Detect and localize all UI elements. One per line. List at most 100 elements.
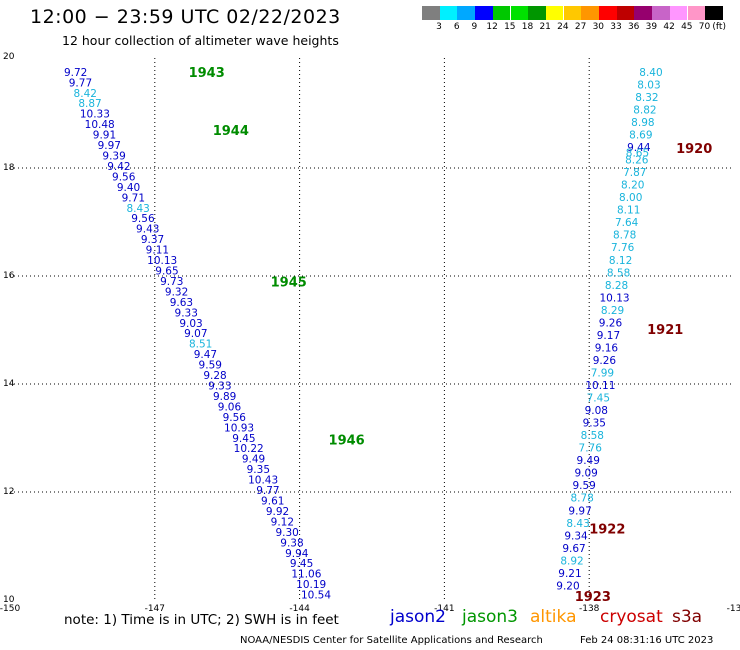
wave-height-value: 8.32: [635, 92, 658, 104]
wave-height-value: 9.33: [175, 307, 198, 319]
wave-height-value: 9.34: [564, 530, 588, 542]
wave-height-value: 9.26: [593, 355, 617, 367]
wave-height-value: 8.20: [621, 180, 644, 192]
color-scale-label: 30: [592, 22, 605, 32]
wave-height-value: 9.32: [165, 286, 188, 298]
wave-height-value: 9.35: [247, 464, 270, 476]
wave-height-value: 9.28: [203, 370, 226, 382]
wave-height-value: 9.06: [218, 401, 242, 413]
latitude-tick-label: 14: [3, 379, 15, 389]
wave-height-value: 10.54: [301, 590, 331, 602]
color-scale-label: 42: [663, 22, 675, 32]
wave-height-value: 9.45: [232, 433, 255, 445]
wave-height-value: 9.63: [170, 297, 193, 309]
satellite-legend-altika: altika: [530, 607, 577, 627]
wave-height-value: 9.35: [583, 418, 606, 430]
wave-height-value: 9.08: [585, 405, 608, 417]
wave-height-points: 9.729.778.428.8710.3310.489.919.979.399.…: [64, 67, 663, 602]
satellite-legend-jason3: jason3: [462, 607, 518, 627]
longitude-tick-label: -144: [289, 604, 310, 614]
wave-height-value: 7.87: [623, 167, 646, 179]
map-subtitle: 12 hour collection of altimeter wave hei…: [62, 33, 339, 48]
satellite-legend-s3a: s3a: [672, 607, 703, 627]
wave-height-value: 8.43: [566, 518, 589, 530]
wave-height-value: 9.12: [271, 516, 294, 528]
wave-height-value: 9.97: [98, 140, 121, 152]
satellite-legend-jason2: jason2: [390, 607, 446, 627]
pass-time-label: 1922: [589, 523, 625, 538]
wave-height-value: 8.58: [607, 267, 630, 279]
color-swatch: [439, 6, 458, 20]
wave-height-value: 8.29: [601, 305, 624, 317]
color-swatch: [652, 6, 670, 20]
wave-height-value: 8.92: [560, 555, 583, 567]
wave-height-value: 10.11: [585, 380, 615, 392]
pass-time-label: 1920: [676, 142, 712, 157]
wave-height-value: 9.21: [558, 568, 581, 580]
wave-height-value: 9.71: [122, 192, 145, 204]
wave-height-value: 9.92: [266, 506, 289, 518]
wave-height-value: 8.12: [609, 255, 632, 267]
wave-height-value: 9.26: [599, 317, 623, 329]
pass-time-label: 1944: [213, 124, 249, 139]
color-swatch: [563, 6, 582, 20]
wave-height-value: 9.56: [223, 412, 247, 424]
wave-height-value: 9.17: [597, 330, 620, 342]
color-scale-label: 39: [645, 22, 658, 32]
wave-height-value: 9.59: [199, 360, 222, 372]
footer-note: note: 1) Time is in UTC; 2) SWH is in fe…: [64, 612, 339, 628]
wave-height-value: 8.51: [189, 339, 212, 351]
wave-height-value: 9.33: [208, 381, 231, 393]
color-scale-label: 18: [521, 22, 534, 32]
latitude-tick-label: 16: [3, 271, 15, 281]
wave-height-value: 10.13: [147, 255, 177, 267]
wave-height-value: 9.09: [574, 468, 597, 480]
color-swatch: [528, 6, 546, 20]
longitude-tick-label: -141: [434, 604, 454, 614]
wave-height-value: 10.93: [224, 422, 254, 434]
color-scale-label: 33: [610, 22, 622, 32]
color-scale-label: 24: [557, 22, 569, 32]
wave-height-value: 9.56: [112, 171, 136, 183]
color-swatch: [545, 6, 564, 20]
pass-time-label: 1943: [189, 66, 225, 81]
pass-time-label: 1923: [575, 590, 611, 605]
latitude-tick-label: 10: [3, 595, 15, 605]
wave-height-value: 9.94: [285, 548, 309, 560]
wave-height-value: 9.38: [280, 537, 303, 549]
axis-ticks: -150 -147 -144 -141 -138 -13 20 18 16 14 12 10: [0, 52, 740, 614]
generation-timestamp: Feb 24 08:31:16 UTC 2023: [580, 635, 714, 646]
grid-lines: [10, 58, 734, 600]
longitude-tick-label: -138: [579, 604, 600, 614]
wave-height-value: 8.82: [633, 104, 656, 116]
wave-height-value: 9.30: [275, 527, 298, 539]
latitude-tick-label: 12: [3, 487, 14, 497]
wave-height-value: 8.43: [126, 203, 149, 215]
color-swatch: [599, 6, 617, 20]
wave-height-value: 10.48: [85, 119, 115, 131]
wave-height-value: 9.42: [107, 161, 130, 173]
color-swatch: [616, 6, 635, 20]
wave-height-value: 8.78: [613, 230, 636, 242]
color-swatch: [669, 6, 688, 20]
wave-height-value: 9.47: [194, 349, 217, 361]
wave-height-value: 9.07: [184, 328, 207, 340]
color-swatch: [705, 6, 723, 20]
wave-height-value: 9.44: [627, 142, 651, 154]
wave-height-value: 7.99: [591, 367, 614, 379]
wave-height-value: 9.37: [141, 234, 164, 246]
wave-height-value: 8.00: [619, 192, 642, 204]
wave-height-value: 8.40: [639, 67, 662, 79]
wave-height-value: 9.65: [155, 266, 178, 278]
wave-height-value: 7.64: [615, 217, 639, 229]
pass-time-labels: 1943 1944 1945 1946 1920 1921 1922 1923: [189, 66, 713, 605]
color-swatch: [422, 6, 440, 20]
wave-height-value: 10.19: [296, 579, 326, 591]
wave-height-value: 11.06: [291, 569, 321, 581]
color-swatch: [475, 6, 493, 20]
wave-height-value: 9.97: [568, 505, 591, 517]
wave-height-value: 7.45: [587, 393, 610, 405]
wave-height-value: 8.65: [626, 147, 649, 159]
color-scale-label: 3: [436, 22, 442, 32]
